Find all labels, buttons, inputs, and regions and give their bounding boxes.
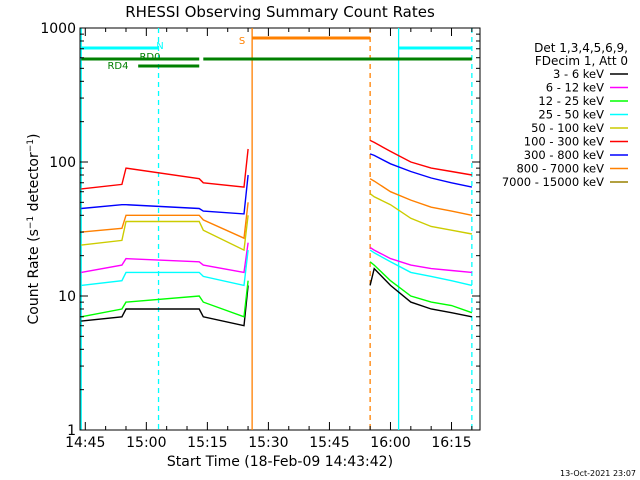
legend-label: 12 - 25 keV <box>538 94 604 108</box>
legend-label: 100 - 300 keV <box>524 135 604 149</box>
y-tick-label: 1 <box>67 423 76 439</box>
series-line <box>369 261 473 314</box>
legend-header-line1: Det 1,3,4,5,6,9, <box>534 41 628 55</box>
flag-label: S <box>239 36 245 47</box>
series-line <box>81 242 249 274</box>
series-line <box>81 215 249 252</box>
legend: Det 1,3,4,5,6,9, FDecim 1, Att 0 3 - 6 k… <box>502 41 628 189</box>
series-line <box>81 202 249 240</box>
x-tick-label: 16:15 <box>431 435 471 451</box>
x-tick-label: 16:00 <box>370 435 410 451</box>
series-line <box>369 139 473 176</box>
flag-label: RD0 <box>139 52 160 63</box>
y-axis-label-main: Count Rate (s <box>26 229 42 324</box>
x-tick-label: 15:30 <box>248 435 288 451</box>
legend-header-line2: FDecim 1, Att 0 <box>535 54 628 68</box>
legend-label: 25 - 50 keV <box>538 108 604 122</box>
chart-title: RHESSI Observing Summary Count Rates <box>125 3 435 21</box>
y-tick-label: 10 <box>58 289 76 305</box>
series-line <box>369 249 473 287</box>
series-line <box>369 178 473 216</box>
series-line <box>81 148 249 190</box>
flag-label: N <box>156 41 163 52</box>
x-axis-label: Start Time (18-Feb-09 14:43:42) <box>167 454 393 470</box>
y-axis-label-end: ) <box>26 134 42 139</box>
y-axis-label-sup1: −1 <box>26 216 36 229</box>
series-line <box>81 285 249 327</box>
y-axis-label: Count Rate (s−1 detector−1) <box>26 134 42 325</box>
axis-ticks: 1 10 100 1000 14:45 15:00 15:15 15:30 15:45 16:00… <box>40 21 480 451</box>
series-line <box>81 174 249 215</box>
series-line <box>369 193 473 235</box>
series-layer <box>80 28 473 430</box>
y-axis-label-mid: detector <box>26 152 42 216</box>
x-tick-label: 15:00 <box>126 435 166 451</box>
series-line <box>81 280 249 318</box>
y-tick-label: 1000 <box>40 21 76 37</box>
series-line <box>369 153 473 188</box>
footer-date: 13-Oct-2021 23:07 <box>560 469 636 478</box>
flag-label: RD4 <box>107 61 128 72</box>
series-line <box>369 246 472 274</box>
flags-layer: N S RD0 RD4 <box>81 36 472 72</box>
x-tick-label: 15:15 <box>187 435 227 451</box>
y-axis-label-sup2: −1 <box>26 139 36 152</box>
legend-label: 800 - 7000 keV <box>516 162 604 176</box>
legend-label: 6 - 12 keV <box>546 81 604 95</box>
series-line <box>81 250 249 287</box>
legend-label: 50 - 100 keV <box>531 121 604 135</box>
x-tick-label: 15:45 <box>309 435 349 451</box>
legend-label: 7000 - 15000 keV <box>502 175 604 189</box>
legend-label: 3 - 6 keV <box>553 67 604 81</box>
plot-frame <box>79 27 481 431</box>
series-line <box>369 267 473 318</box>
y-tick-label: 100 <box>49 155 76 171</box>
legend-label: 300 - 800 keV <box>524 148 604 162</box>
x-tick-label: 14:45 <box>65 435 105 451</box>
